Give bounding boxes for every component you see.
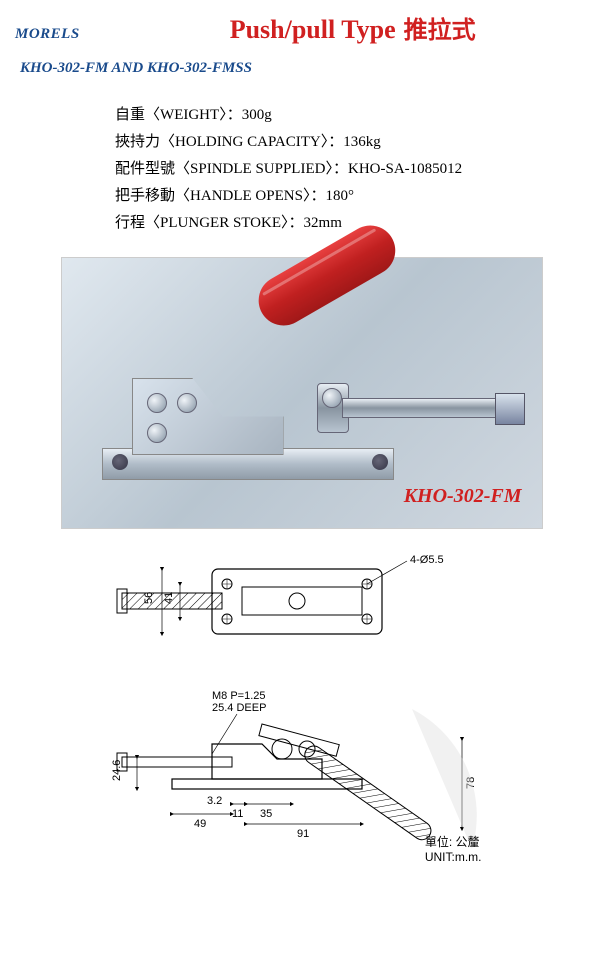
header: MORELS Push/pull Type 推拉式 — [15, 10, 588, 45]
spec-value: 180° — [325, 188, 354, 204]
dim-thread: M8 P=1.25 — [212, 690, 266, 702]
product-photo: KHO-302-FM — [61, 257, 543, 529]
dim-3-2: 3.2 — [207, 795, 222, 807]
spec-label-en: HOLDING CAPACITY — [175, 134, 321, 150]
clamp-plunger — [342, 398, 524, 418]
dim-depth: 25.4 DEEP — [212, 702, 266, 714]
spec-row: 挾持力〈HOLDING CAPACITY〉：136kg — [115, 129, 588, 156]
spec-label-cn: 挾持力 — [115, 134, 160, 150]
photo-model-label: KHO-302-FM — [404, 485, 522, 508]
spec-row: 配件型號〈SPINDLE SUPPLIED〉：KHO-SA-1085012 — [115, 156, 588, 183]
clamp-nut — [495, 393, 525, 425]
dim-hole-callout: 4-Ø5.5 — [410, 554, 444, 566]
dim-49: 49 — [194, 818, 206, 830]
technical-drawing: 4-Ø5.5 56 41 — [62, 549, 542, 869]
spec-label-cn: 自重 — [115, 107, 145, 123]
title-en: Push/pull Type — [230, 15, 396, 45]
spec-label-cn: 把手移動 — [115, 188, 175, 204]
rivet-icon — [177, 393, 197, 413]
spec-row: 自重〈WEIGHT〉：300g — [115, 102, 588, 129]
clamp-bracket — [132, 378, 284, 455]
spec-label-en: WEIGHT — [160, 107, 219, 123]
spec-label-cn: 行程 — [115, 215, 145, 231]
spec-value: 300g — [242, 107, 272, 123]
spec-label-en: PLUNGER STOKE — [160, 215, 281, 231]
unit-en: UNIT:m.m. — [425, 850, 482, 864]
spec-row: 把手移動〈HANDLE OPENS〉：180° — [115, 183, 588, 210]
unit-cn: 單位: 公釐 — [425, 835, 480, 849]
drawing-svg: 4-Ø5.5 56 41 — [62, 549, 542, 869]
rivet-icon — [322, 388, 342, 408]
unit-label: 單位: 公釐 UNIT:m.m. — [425, 835, 482, 864]
dim-41: 41 — [163, 592, 175, 604]
dim-11: 11 — [232, 808, 243, 820]
mounting-hole-icon — [112, 454, 128, 470]
dim-56: 56 — [143, 592, 155, 604]
spec-value: 136kg — [343, 134, 381, 150]
spec-label-en: HANDLE OPENS — [190, 188, 303, 204]
top-view-group: 4-Ø5.5 56 41 — [117, 554, 444, 634]
mounting-hole-icon — [372, 454, 388, 470]
page-root: MORELS Push/pull Type 推拉式 KHO-302-FM AND… — [0, 0, 603, 879]
spec-value: 32mm — [304, 215, 342, 231]
spec-label-en: SPINDLE SUPPLIED — [190, 161, 325, 177]
rivet-icon — [147, 423, 167, 443]
dim-91: 91 — [297, 828, 309, 840]
title-cn: 推拉式 — [404, 10, 476, 45]
dim-24-6: 24.6 — [111, 760, 123, 781]
dim-35: 35 — [260, 808, 272, 820]
spec-value: KHO-SA-1085012 — [348, 161, 462, 177]
spec-list: 自重〈WEIGHT〉：300g 挾持力〈HOLDING CAPACITY〉：13… — [115, 102, 588, 237]
spec-label-cn: 配件型號 — [115, 161, 175, 177]
rivet-icon — [147, 393, 167, 413]
brand-text: MORELS — [15, 26, 80, 43]
model-line: KHO-302-FM AND KHO-302-FMSS — [20, 60, 588, 77]
side-view-group: M8 P=1.25 25.4 DEEP 24.6 49 11 3.2 35 91 — [111, 690, 477, 849]
